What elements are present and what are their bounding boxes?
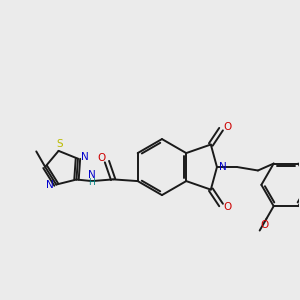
Text: N: N bbox=[219, 162, 227, 172]
Text: O: O bbox=[98, 152, 106, 163]
Text: H: H bbox=[88, 178, 95, 187]
Text: N: N bbox=[81, 152, 89, 162]
Text: O: O bbox=[223, 202, 231, 212]
Text: O: O bbox=[223, 122, 231, 133]
Text: N: N bbox=[46, 180, 53, 190]
Text: N: N bbox=[88, 170, 95, 180]
Text: O: O bbox=[261, 220, 269, 230]
Text: S: S bbox=[56, 139, 63, 149]
